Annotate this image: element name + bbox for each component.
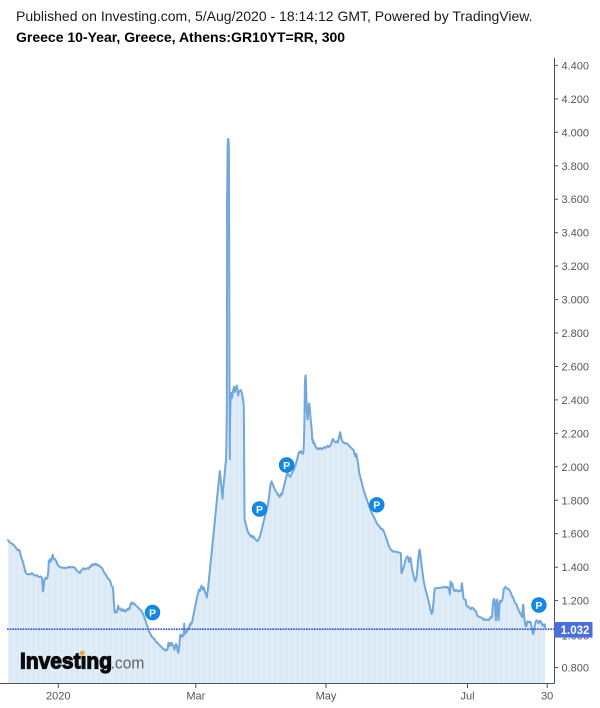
- svg-text:4.400: 4.400: [562, 60, 590, 72]
- svg-text:P: P: [149, 607, 156, 619]
- svg-text:May: May: [316, 691, 337, 703]
- svg-text:2020: 2020: [46, 691, 70, 703]
- svg-text:1.600: 1.600: [562, 529, 590, 541]
- svg-text:1.800: 1.800: [562, 495, 590, 507]
- svg-text:1.400: 1.400: [562, 562, 590, 574]
- svg-text:3.600: 3.600: [562, 194, 590, 206]
- svg-text:2.000: 2.000: [562, 462, 590, 474]
- svg-text:Published on Investing.com, 5/: Published on Investing.com, 5/Aug/2020 -…: [16, 8, 533, 24]
- svg-text:2.600: 2.600: [562, 362, 590, 374]
- svg-text:30: 30: [541, 691, 553, 703]
- svg-text:2.800: 2.800: [562, 328, 590, 340]
- svg-text:P: P: [535, 600, 542, 612]
- svg-text:3.400: 3.400: [562, 228, 590, 240]
- svg-text:1.200: 1.200: [562, 596, 590, 608]
- svg-text:1.032: 1.032: [561, 625, 590, 637]
- svg-text:3.800: 3.800: [562, 161, 590, 173]
- svg-text:3.200: 3.200: [562, 261, 590, 273]
- svg-text:.com: .com: [111, 655, 145, 673]
- svg-text:Mar: Mar: [186, 691, 205, 703]
- svg-text:Investıng: Investıng: [20, 649, 112, 674]
- svg-text:Jul: Jul: [460, 691, 474, 703]
- svg-text:P: P: [373, 500, 380, 512]
- svg-text:4.200: 4.200: [562, 94, 590, 106]
- svg-text:Greece 10-Year, Greece, Athens: Greece 10-Year, Greece, Athens:GR10YT=RR…: [16, 29, 345, 45]
- svg-text:P: P: [256, 504, 263, 516]
- svg-text:4.000: 4.000: [562, 127, 590, 139]
- svg-text:0.800: 0.800: [562, 663, 590, 675]
- svg-text:3.000: 3.000: [562, 295, 590, 307]
- svg-text:P: P: [283, 460, 290, 472]
- svg-text:2.400: 2.400: [562, 395, 590, 407]
- svg-text:2.200: 2.200: [562, 428, 590, 440]
